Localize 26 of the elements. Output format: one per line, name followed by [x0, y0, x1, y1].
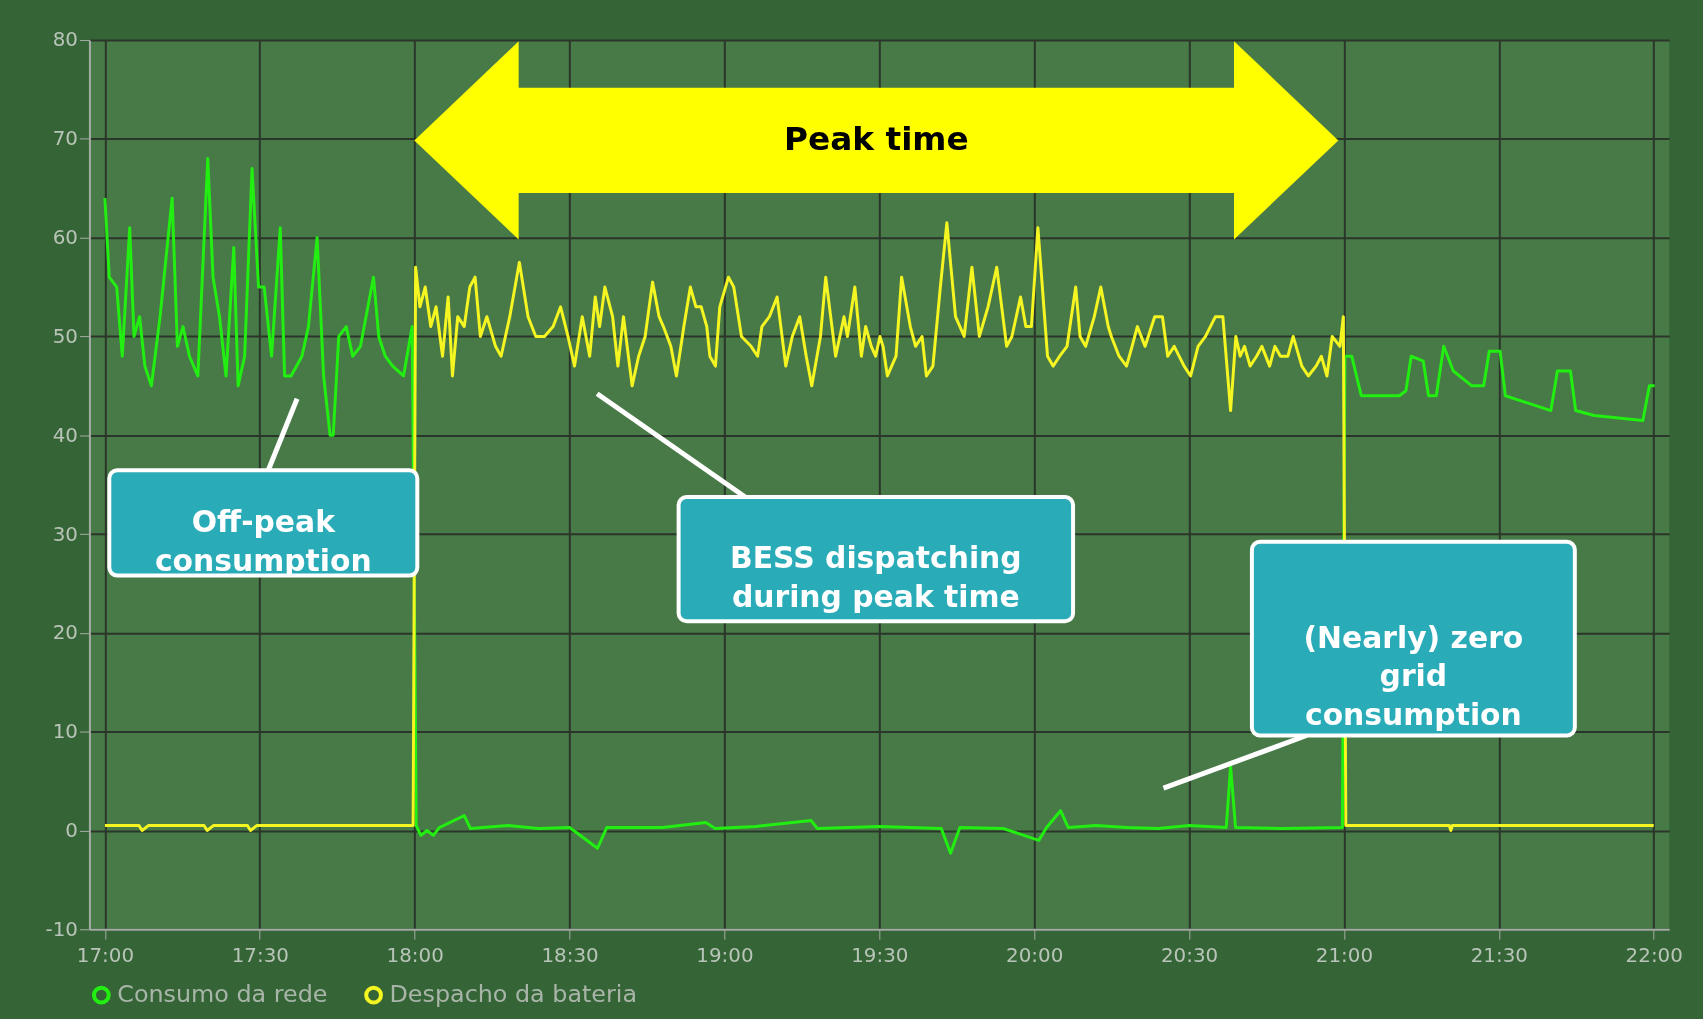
y-tick-label: 50 [52, 324, 78, 348]
x-tick-label: 21:30 [1470, 943, 1528, 967]
x-tick-label: 22:00 [1625, 943, 1683, 967]
x-tick-label: 20:30 [1160, 943, 1219, 967]
x-tick-label: 17:00 [76, 943, 135, 967]
legend-label: Despacho da bateria [389, 980, 638, 1009]
x-tick-label: 17:30 [231, 943, 289, 967]
x-tick-label: 19:30 [851, 943, 909, 967]
annotation: Off-peak consumption [154, 503, 372, 578]
x-tick-label: 19:00 [696, 943, 754, 967]
annotation: Peak time [783, 120, 969, 159]
y-tick-label: 80 [52, 28, 78, 52]
y-tick-label: 10 [52, 720, 78, 744]
annotation: BESS dispatching during peak time [730, 540, 1022, 614]
y-tick-label: 70 [52, 127, 78, 151]
y-tick-label: 40 [52, 423, 78, 447]
x-tick-label: 21:00 [1315, 943, 1374, 967]
x-tick-label: 18:30 [541, 943, 599, 967]
y-tick-label: 30 [52, 522, 78, 546]
y-tick-label: -10 [45, 917, 78, 941]
y-tick-label: 0 [65, 818, 78, 842]
y-tick-label: 60 [52, 226, 78, 250]
x-tick-label: 20:00 [1006, 943, 1064, 967]
y-tick-label: 20 [52, 621, 78, 645]
x-tick-label: 18:00 [386, 943, 444, 967]
legend-label: Consumo da rede [117, 980, 328, 1009]
